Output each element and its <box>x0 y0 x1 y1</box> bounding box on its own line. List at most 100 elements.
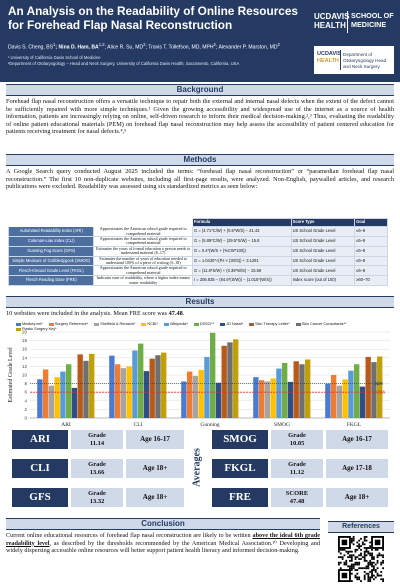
average-age-fre: Age 18+ <box>326 488 388 507</box>
x-tick-label: SMOG <box>274 422 290 428</box>
legend-item: NCBI* <box>141 322 158 327</box>
metrics-table-row: Automated Readability Index (ARI) Approxi… <box>7 226 388 237</box>
author-ham: ; Nina D. Ham, BA <box>55 44 99 51</box>
average-age-cli: Age 18+ <box>126 459 184 478</box>
y-tick-label: 12 <box>22 364 28 369</box>
bar <box>198 369 204 418</box>
conclusion-emphasis: above the ideal 6th grade readability le… <box>6 532 321 547</box>
metrics-cell-tool: Flesch Reading Ease (FRE) <box>7 275 95 287</box>
bar <box>233 339 239 418</box>
legend-item: Plastic Surgery Key* <box>16 327 57 332</box>
poster-header: An Analysis on the Readability of Online… <box>0 0 400 82</box>
bar <box>348 370 354 418</box>
metrics-cell-goal: ≤6–8 <box>354 245 388 257</box>
metrics-cell-formula: G = (5.89*C/W) − (29.5*S/W) − 15.8 <box>192 236 292 247</box>
y-tick-label: 6 <box>24 390 27 395</box>
affiliation-1: ¹ University of California Davis School … <box>8 55 101 60</box>
metrics-table-row: Simple Measure of Gobbledygook (SMOG) Est… <box>7 255 388 267</box>
metrics-cell-goal: ≤6–8 <box>354 255 388 267</box>
author-marston: ; Alexander P. Marston, MD <box>215 44 278 51</box>
bar <box>264 381 271 418</box>
bar <box>270 378 276 418</box>
x-tick-label: FKGL <box>347 422 362 428</box>
bar <box>258 380 265 418</box>
author-cheng: Davis S. Cheng, BS <box>8 44 54 51</box>
bar <box>161 352 167 418</box>
bar <box>371 362 377 418</box>
bar <box>192 375 199 418</box>
bar <box>149 358 155 418</box>
average-metric-fkgl: FKGL <box>212 459 268 478</box>
average-grade-ari: Grade 11.14 <box>71 430 123 449</box>
metrics-table-row: Flesch Reading Ease (FRE) Indicates ease … <box>7 275 388 287</box>
average-grade-cli: Grade 13.66 <box>71 459 123 478</box>
legend-swatch <box>193 322 199 326</box>
legend-swatch <box>249 322 255 326</box>
legend-swatch <box>141 322 147 326</box>
legend-item: Sheffield & Renwick* <box>94 322 135 327</box>
bar <box>143 371 150 418</box>
bar <box>336 385 343 418</box>
bar <box>66 364 72 418</box>
bar <box>215 382 222 418</box>
y-tick-label: 18 <box>22 338 28 343</box>
metrics-cell-goal: ≤6–8 <box>354 236 388 247</box>
metrics-cell-stype: US School Grade Level <box>290 255 356 267</box>
average-age-fkgl: Age 17-18 <box>326 459 388 478</box>
metrics-table-header: Formula Score Type Goal <box>9 217 388 228</box>
nih-label: NIH <box>375 381 383 386</box>
bar <box>109 355 115 418</box>
metrics-cell-desc: Indicates ease of readability, where a h… <box>93 275 194 287</box>
bar <box>89 353 95 418</box>
methods-heading: Methods <box>6 154 394 166</box>
bar <box>287 381 294 418</box>
legend-swatch <box>220 322 226 326</box>
metrics-cell-goal: ≤6–8 <box>354 265 388 277</box>
metrics-cell-formula: G = (4.71*C/W) + (0.5*W/S) − 21.43 <box>192 226 292 237</box>
bar <box>181 381 187 418</box>
averages-label: Averages <box>191 448 203 487</box>
bar <box>325 383 331 418</box>
ucdavis-otolaryngology-logo: UCDAVIS HEALTH Department of Otolaryngolo… <box>314 46 394 74</box>
average-metric-ari: ARI <box>12 430 68 449</box>
legend-swatch <box>94 322 100 326</box>
metrics-cell-formula: I = 206.835 − (84.6*(S/W)) − (1.015*(W/S… <box>192 275 292 287</box>
average-metric-gfs: GFS <box>12 488 68 507</box>
y-tick-label: 16 <box>22 347 28 352</box>
bar <box>221 345 227 418</box>
author-tollefson: ; Travis T. Tollefson, MD, MPH <box>145 44 214 51</box>
bar <box>120 368 127 418</box>
methods-text: A Google Search query conducted August 2… <box>6 168 394 191</box>
y-tick-label: 20 <box>22 330 28 335</box>
metrics-cell-tool: Flesch-Kincaid Grade Level (FKGL) <box>7 265 95 277</box>
average-age-ari: Age 16-17 <box>126 430 184 449</box>
bar <box>365 356 371 418</box>
metrics-cell-stype: US School Grade Level <box>290 236 356 247</box>
average-grade-fkgl: Grade 11.12 <box>271 459 323 478</box>
bar <box>83 360 89 418</box>
metrics-cell-tool: Coleman-Liau Index (CLI) <box>7 236 95 247</box>
metrics-cell-formula: G = 0.4*(W/S + (%CW*100)) <box>192 245 292 257</box>
legend-swatch <box>16 327 21 331</box>
metrics-table: Formula Score Type Goal Automated Readab… <box>7 217 388 287</box>
chart-legend: Medkey.net* Surgery Reference* Sheffield &… <box>16 322 386 332</box>
references-qr-code[interactable] <box>338 536 384 582</box>
legend-item: JD Nasal* <box>220 322 243 327</box>
bar <box>204 356 210 418</box>
bar <box>377 356 383 418</box>
bar <box>138 343 144 418</box>
results-intro: 10 websites were included in the analysi… <box>6 310 185 317</box>
metrics-table-row: Flesch-Kincaid Grade Level (FKGL) Approxi… <box>7 265 388 277</box>
metrics-cell-tool: Gunning Fog Score (GFS) <box>7 245 95 257</box>
bar <box>282 362 288 418</box>
author-su: ; Alice R. Su, MD <box>104 44 144 51</box>
bar <box>299 364 305 418</box>
average-grade-fre: SCORE 47.48 <box>271 488 323 507</box>
legend-item: Skin Therapy Letter* <box>249 322 290 327</box>
x-tick-label: CLI <box>134 422 143 428</box>
readability-bar-chart: 0 2 4 6 8 10 12 14 16 18 20 Estimated Grade Level AR… <box>8 330 390 428</box>
metrics-cell-goal: ≥60–70 <box>354 275 388 287</box>
bar <box>330 375 337 418</box>
legend-swatch <box>48 322 54 326</box>
metrics-table-row: Coleman-Liau Index (CLI) Approximates the… <box>7 236 388 247</box>
